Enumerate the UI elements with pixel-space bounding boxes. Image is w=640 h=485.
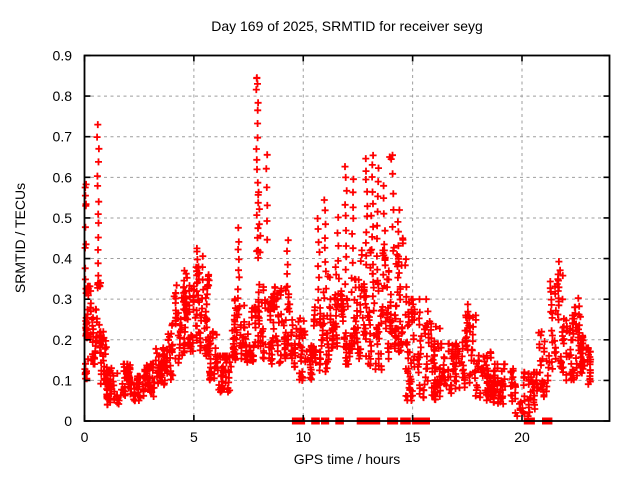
x-tick-label: 15 [405, 429, 421, 445]
y-tick-label: 0.7 [53, 129, 73, 145]
plot-border [83, 54, 611, 422]
chart-title: Day 169 of 2025, SRMTID for receiver sey… [211, 18, 483, 34]
x-axis-label: GPS time / hours [294, 451, 401, 467]
y-tick-label: 0.8 [53, 88, 73, 104]
data-points-path [81, 74, 595, 420]
x-tick-label: 20 [514, 429, 530, 445]
y-tick-labels: 0 0.1 0.2 0.3 0.4 0.5 0.6 0.7 0.8 0.9 [53, 48, 73, 430]
y-tick-label: 0.5 [53, 210, 73, 226]
y-tick-label: 0.3 [53, 291, 73, 307]
y-tick-label: 0.2 [53, 332, 73, 348]
x-tick-label: 5 [190, 429, 198, 445]
y-tick-label: 0.6 [53, 169, 73, 185]
x-tick-label: 10 [296, 429, 312, 445]
scatter-points [81, 74, 595, 420]
plot-frame [83, 54, 611, 422]
x-tick-label: 0 [81, 429, 89, 445]
y-tick-label: 0 [64, 413, 72, 429]
y-axis-label: SRMTID / TECUs [12, 183, 28, 293]
y-tick-label: 0.4 [53, 251, 73, 267]
x-tick-labels: 0 5 10 15 20 [81, 429, 530, 445]
y-tick-label: 0.1 [53, 372, 73, 388]
y-tick-label: 0.9 [53, 48, 73, 64]
